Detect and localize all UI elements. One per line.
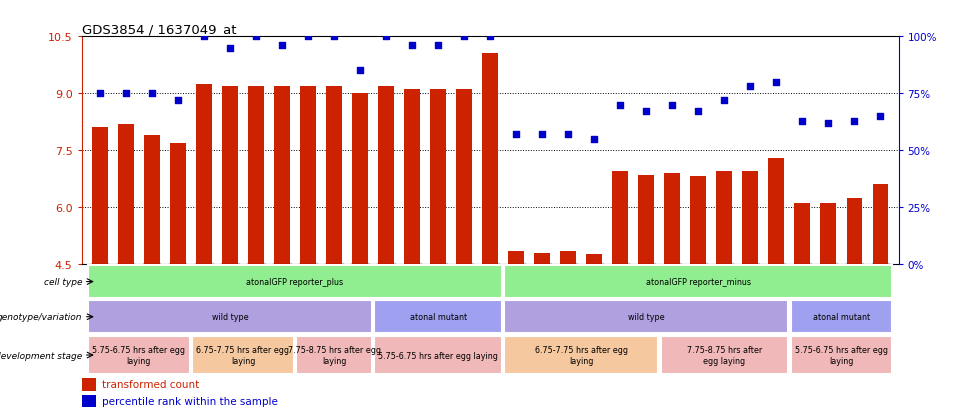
Point	[92, 90, 108, 97]
Bar	[586, 255, 602, 264]
Point	[379, 34, 394, 40]
Text: wild type: wild type	[628, 313, 664, 321]
Bar	[690, 176, 706, 264]
Bar	[508, 251, 524, 264]
Point	[638, 109, 653, 115]
Point	[118, 90, 134, 97]
Point	[248, 34, 263, 40]
Text: cell type: cell type	[43, 278, 83, 286]
FancyBboxPatch shape	[88, 266, 502, 298]
Point	[743, 84, 758, 90]
Point	[274, 43, 289, 50]
Point	[482, 34, 498, 40]
Text: development stage: development stage	[0, 351, 83, 360]
Point	[795, 118, 810, 124]
Point	[353, 68, 368, 74]
Text: percentile rank within the sample: percentile rank within the sample	[102, 396, 278, 406]
Bar	[248, 86, 263, 264]
Bar	[847, 198, 862, 264]
Bar	[717, 171, 732, 264]
Point	[664, 102, 679, 109]
Point	[301, 34, 316, 40]
Point	[717, 97, 732, 104]
Bar	[638, 176, 654, 264]
Point	[560, 131, 576, 138]
FancyBboxPatch shape	[505, 301, 788, 333]
Text: transformed count: transformed count	[102, 380, 199, 389]
Text: atonal mutant: atonal mutant	[813, 313, 870, 321]
Point	[508, 131, 524, 138]
Bar	[92, 128, 108, 264]
Bar	[82, 378, 96, 391]
FancyBboxPatch shape	[375, 301, 502, 333]
Bar	[664, 173, 680, 264]
Bar	[431, 90, 446, 264]
Bar	[196, 85, 211, 264]
Text: genotype/variation: genotype/variation	[0, 313, 83, 321]
Text: 7.75-8.75 hrs after egg
laying: 7.75-8.75 hrs after egg laying	[287, 346, 381, 365]
Bar	[560, 251, 576, 264]
Bar	[222, 86, 237, 264]
Point	[170, 97, 185, 104]
Point	[586, 136, 602, 142]
Text: GDS3854 / 1637049_at: GDS3854 / 1637049_at	[82, 23, 236, 36]
Bar	[534, 253, 550, 264]
FancyBboxPatch shape	[88, 336, 189, 375]
Point	[821, 120, 836, 127]
Bar	[300, 86, 316, 264]
Text: atonalGFP reporter_plus: atonalGFP reporter_plus	[246, 278, 344, 286]
Text: 6.75-7.75 hrs after egg
laying: 6.75-7.75 hrs after egg laying	[196, 346, 289, 365]
FancyBboxPatch shape	[505, 336, 658, 375]
FancyBboxPatch shape	[505, 266, 892, 298]
Bar	[353, 94, 368, 264]
Text: 7.75-8.75 hrs after
egg laying: 7.75-8.75 hrs after egg laying	[686, 346, 762, 365]
FancyBboxPatch shape	[791, 301, 892, 333]
Text: wild type: wild type	[211, 313, 248, 321]
Text: 5.75-6.75 hrs after egg
laying: 5.75-6.75 hrs after egg laying	[795, 346, 888, 365]
Point	[222, 45, 237, 52]
Bar	[769, 158, 784, 264]
FancyBboxPatch shape	[660, 336, 788, 375]
FancyBboxPatch shape	[88, 301, 372, 333]
Bar	[144, 135, 160, 264]
Point	[769, 79, 784, 86]
Bar	[482, 54, 498, 264]
Point	[873, 113, 888, 120]
Point	[534, 131, 550, 138]
Bar	[743, 171, 758, 264]
Bar	[379, 86, 394, 264]
Point	[847, 118, 862, 124]
Point	[431, 43, 446, 50]
Point	[691, 109, 706, 115]
FancyBboxPatch shape	[296, 336, 372, 375]
Bar	[456, 90, 472, 264]
FancyBboxPatch shape	[192, 336, 294, 375]
Point	[612, 102, 628, 109]
FancyBboxPatch shape	[375, 336, 502, 375]
Text: 6.75-7.75 hrs after egg
laying: 6.75-7.75 hrs after egg laying	[534, 346, 628, 365]
Bar	[612, 171, 628, 264]
Bar	[170, 143, 185, 264]
Point	[405, 43, 420, 50]
FancyBboxPatch shape	[791, 336, 892, 375]
Point	[196, 34, 211, 40]
Bar	[821, 204, 836, 264]
Text: 5.75-6.75 hrs after egg laying: 5.75-6.75 hrs after egg laying	[378, 351, 498, 360]
Bar	[118, 124, 134, 264]
Bar	[873, 185, 888, 264]
Bar	[795, 204, 810, 264]
Point	[456, 34, 472, 40]
Text: 5.75-6.75 hrs after egg
laying: 5.75-6.75 hrs after egg laying	[92, 346, 185, 365]
Text: atonalGFP reporter_minus: atonalGFP reporter_minus	[646, 278, 751, 286]
Bar	[326, 86, 342, 264]
Bar	[274, 86, 290, 264]
Bar	[405, 90, 420, 264]
Text: atonal mutant: atonal mutant	[409, 313, 467, 321]
Bar	[82, 395, 96, 407]
Point	[144, 90, 160, 97]
Point	[327, 34, 342, 40]
